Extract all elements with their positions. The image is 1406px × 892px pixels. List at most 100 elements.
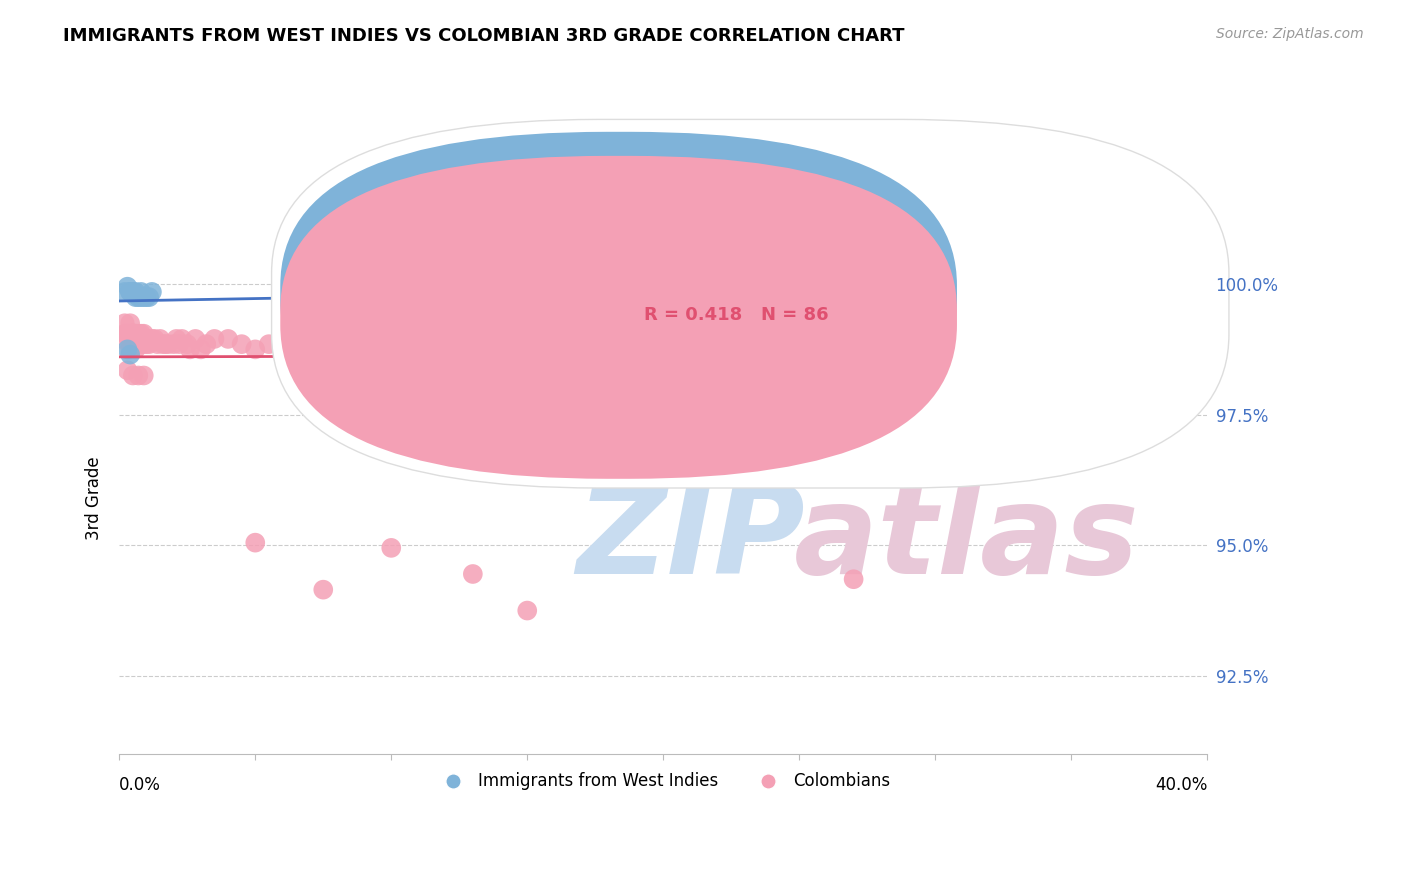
Legend: Immigrants from West Indies, Colombians: Immigrants from West Indies, Colombians — [430, 765, 897, 797]
Point — [170, 332, 193, 346]
Point — [120, 285, 142, 299]
Point — [190, 343, 212, 357]
Point — [117, 326, 139, 341]
Point — [114, 285, 136, 299]
Point — [1033, 306, 1056, 320]
Point — [124, 326, 146, 341]
Point — [141, 332, 163, 346]
Point — [408, 343, 430, 357]
Point — [120, 343, 142, 357]
Point — [204, 332, 226, 346]
Point — [155, 337, 177, 351]
Point — [120, 316, 142, 330]
Point — [122, 368, 145, 383]
Point — [135, 337, 157, 351]
Point — [326, 343, 349, 357]
Point — [120, 348, 142, 362]
Point — [1142, 290, 1164, 304]
Point — [120, 326, 142, 341]
Point — [167, 337, 190, 351]
Point — [924, 316, 946, 330]
Point — [117, 326, 139, 341]
Point — [149, 332, 172, 346]
Point — [122, 326, 145, 341]
Point — [127, 332, 149, 346]
Point — [129, 337, 152, 351]
Point — [979, 311, 1001, 326]
Point — [127, 368, 149, 383]
Point — [152, 337, 174, 351]
Point — [543, 290, 565, 304]
Point — [312, 582, 335, 597]
Point — [1168, 285, 1191, 299]
Point — [122, 332, 145, 346]
Point — [231, 337, 253, 351]
FancyBboxPatch shape — [271, 120, 1229, 488]
Point — [111, 332, 134, 346]
Point — [1087, 301, 1109, 315]
Point — [146, 337, 169, 351]
Text: 0.0%: 0.0% — [120, 776, 162, 794]
Point — [434, 343, 457, 357]
FancyBboxPatch shape — [280, 132, 957, 455]
Point — [135, 332, 157, 346]
Point — [163, 337, 186, 351]
Point — [285, 337, 308, 351]
Point — [461, 343, 484, 357]
Text: 40.0%: 40.0% — [1154, 776, 1208, 794]
Text: R = 0.458   N = 19: R = 0.458 N = 19 — [644, 282, 828, 300]
Point — [120, 285, 142, 299]
Point — [176, 337, 198, 351]
Point — [380, 541, 402, 555]
Point — [271, 343, 294, 357]
Text: IMMIGRANTS FROM WEST INDIES VS COLOMBIAN 3RD GRADE CORRELATION CHART: IMMIGRANTS FROM WEST INDIES VS COLOMBIAN… — [63, 27, 905, 45]
Point — [184, 332, 207, 346]
Text: atlas: atlas — [794, 479, 1139, 599]
Point — [132, 368, 155, 383]
Point — [138, 337, 160, 351]
Text: ZIP: ZIP — [576, 479, 806, 599]
Point — [1156, 275, 1178, 289]
Point — [120, 332, 142, 346]
Point — [157, 337, 180, 351]
Point — [141, 285, 163, 299]
Point — [132, 290, 155, 304]
Point — [117, 343, 139, 357]
Point — [114, 316, 136, 330]
Point — [461, 566, 484, 581]
Point — [217, 332, 239, 346]
Point — [1115, 295, 1137, 310]
Point — [489, 343, 512, 357]
Point — [195, 337, 218, 351]
Point — [543, 337, 565, 351]
Point — [129, 290, 152, 304]
Y-axis label: 3rd Grade: 3rd Grade — [86, 457, 103, 540]
Point — [127, 290, 149, 304]
Point — [129, 285, 152, 299]
Point — [652, 332, 675, 346]
Point — [135, 290, 157, 304]
Point — [165, 332, 187, 346]
Point — [245, 343, 267, 357]
Point — [257, 337, 280, 351]
Point — [124, 285, 146, 299]
Point — [117, 326, 139, 341]
Point — [761, 326, 783, 341]
Point — [129, 326, 152, 341]
Point — [353, 343, 375, 357]
Point — [842, 572, 865, 586]
Point — [122, 285, 145, 299]
Point — [179, 343, 201, 357]
Point — [516, 337, 538, 351]
Point — [1182, 279, 1205, 293]
Text: Source: ZipAtlas.com: Source: ZipAtlas.com — [1216, 27, 1364, 41]
Point — [132, 337, 155, 351]
Point — [143, 332, 166, 346]
Point — [117, 279, 139, 293]
Point — [132, 326, 155, 341]
Point — [127, 332, 149, 346]
Point — [124, 337, 146, 351]
Text: R = 0.418   N = 86: R = 0.418 N = 86 — [644, 306, 828, 324]
Point — [1019, 410, 1042, 425]
Point — [815, 326, 838, 341]
